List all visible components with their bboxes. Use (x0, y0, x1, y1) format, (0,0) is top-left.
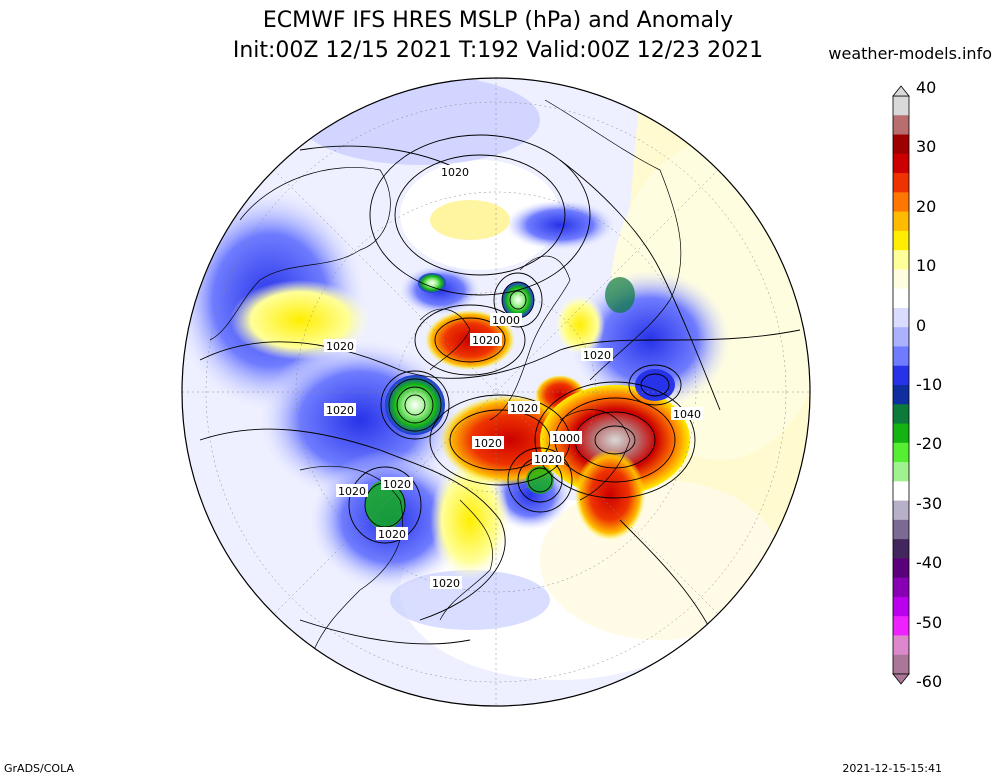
isobar-label: 1020 (441, 166, 469, 179)
footer-timestamp: 2021-12-15-15:41 (842, 762, 942, 775)
isobar-label: 1020 (510, 402, 538, 415)
map-border (181, 77, 811, 707)
colorbar-segment (893, 539, 909, 559)
colorbar-segment (893, 327, 909, 347)
source-label: weather-models.info (828, 44, 992, 63)
colorbar-max-arrow (892, 85, 910, 97)
isobar-label-bg (508, 401, 540, 414)
isobar-label: 1020 (326, 404, 354, 417)
isobar-label: 1020 (534, 453, 562, 466)
isobar-label: 1000 (492, 314, 520, 327)
isobars (199, 134, 801, 651)
colorbar-tick-label: -60 (916, 672, 943, 691)
isobar-label-bg (472, 436, 504, 449)
colorbar-segment (893, 250, 909, 270)
colorbar-segment (893, 211, 909, 232)
colorbar-segment (893, 192, 909, 213)
colorbar-segment (893, 404, 909, 425)
isobar-label: 1020 (583, 349, 611, 362)
isobar-label: 1000 (552, 432, 580, 445)
colorbar-segment (893, 307, 909, 328)
colorbar-segment (893, 96, 909, 116)
colorbar-tick-label: 20 (916, 196, 937, 216)
colorbar-segment (893, 134, 909, 155)
isobar-label: 1020 (326, 340, 354, 353)
colorbar-tick-label: -50 (916, 612, 943, 632)
isobar-label-bg (532, 452, 564, 465)
isobar-label: 1020 (338, 485, 366, 498)
isobar-label-bg (430, 576, 462, 589)
colorbar-segment (893, 153, 909, 174)
colorbar-tick-label: -30 (916, 493, 943, 513)
colorbar-segment (893, 654, 909, 675)
coastlines (209, 99, 682, 661)
isobar-label-bg (376, 527, 408, 540)
colorbar-segment (893, 442, 909, 463)
colorbar-segment (893, 230, 909, 251)
isobar-label: 1020 (378, 528, 406, 541)
colorbar-tick-label: -20 (916, 434, 943, 454)
colorbar-min-arrow (892, 673, 910, 685)
colorbar-segment (893, 269, 909, 290)
colorbar-tick-label: -10 (916, 375, 943, 394)
isobar-label-bg (381, 477, 413, 490)
isobar-label: 1020 (383, 478, 411, 491)
colorbar-tick-label: 40 (916, 78, 937, 97)
colorbar-segment (893, 346, 909, 367)
isobar-label-bg (490, 313, 522, 326)
colorbar-segment (893, 596, 909, 617)
isobar-label: 1040 (673, 408, 701, 421)
colorbar-tick-label: 0 (916, 315, 927, 335)
isobar-label-bg (581, 348, 613, 361)
colorbar-segment (893, 481, 909, 502)
isobar-label-bg (550, 431, 582, 444)
colorbar-segment (893, 385, 909, 405)
colorbar-segment (893, 173, 909, 193)
colorbar (892, 85, 910, 685)
colorbar-segment (893, 635, 909, 656)
isobar-label: 1020 (432, 577, 460, 590)
isobar-label-bg (324, 403, 356, 416)
colorbar-segment (893, 423, 909, 444)
colorbar-segment (893, 115, 909, 136)
graticule (182, 78, 810, 706)
colorbar-segment (893, 500, 909, 521)
colorbar-segment (893, 365, 909, 386)
colorbar-segment (893, 616, 909, 636)
isobar-label-bg (336, 484, 368, 497)
footer-left: GrADS/COLA (4, 762, 74, 775)
isobar-label: 1020 (472, 334, 500, 347)
colorbar-tick-label: 30 (916, 137, 937, 157)
colorbar-segment (893, 558, 909, 579)
isobar-label-bg (324, 339, 356, 352)
colorbar-segment (893, 519, 909, 540)
isobar-label-bg (470, 333, 502, 346)
isobar-label-bg (439, 165, 471, 178)
colorbar-segment (893, 577, 909, 598)
isobar-label-bg (671, 407, 703, 420)
colorbar-segment (893, 288, 909, 309)
colorbar-tick-label: 10 (916, 256, 937, 276)
chart-subtitle: Init:00Z 12/15 2021 T:192 Valid:00Z 12/2… (232, 38, 764, 63)
colorbar-segment (893, 462, 909, 482)
isobar-label: 1020 (474, 437, 502, 450)
chart-title: ECMWF IFS HRES MSLP (hPa) and Anomaly (262, 8, 734, 33)
isobar-labels: 1020 1000 1020 1020 1020 1020 1020 1040 1020 1000… (324, 165, 703, 590)
colorbar-tick-label: -40 (916, 553, 943, 573)
